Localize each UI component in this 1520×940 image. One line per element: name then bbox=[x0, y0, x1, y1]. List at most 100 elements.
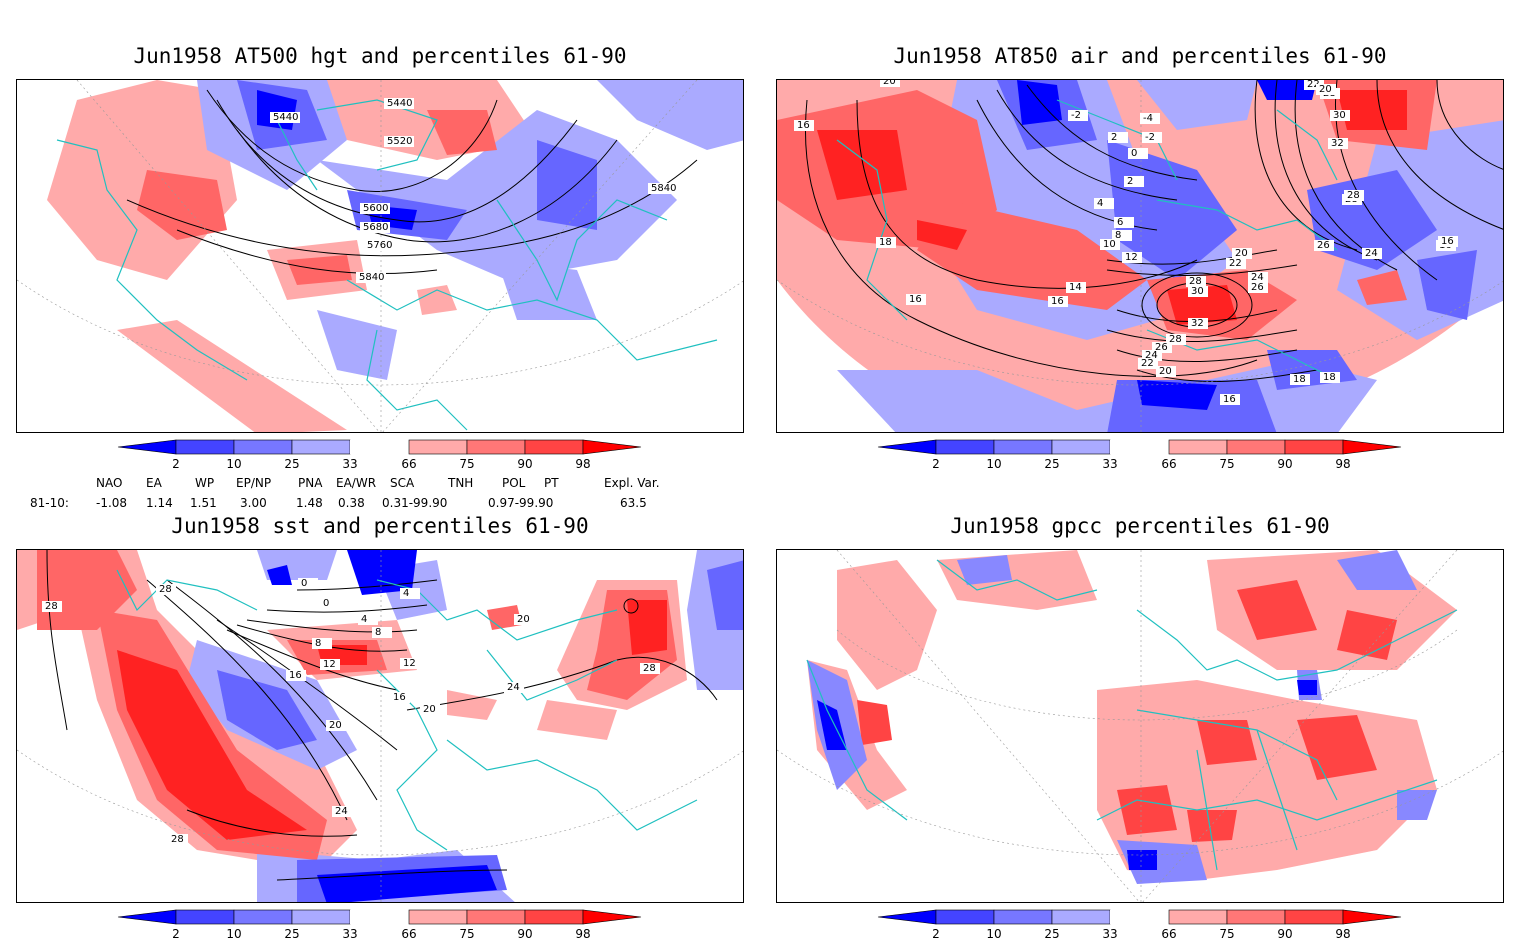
colorbar-tick-label: 2 bbox=[172, 927, 180, 940]
colorbar-tick-label: 66 bbox=[1161, 457, 1176, 470]
colorbar-arrow-low bbox=[877, 909, 937, 925]
contour-label: 10 bbox=[1103, 239, 1116, 250]
colorbar-tick-label: 33 bbox=[1102, 457, 1117, 470]
contour-label: 28 bbox=[1169, 334, 1182, 345]
contour-label: 16 bbox=[289, 670, 302, 681]
tele-value-epnp: 3.00 bbox=[240, 496, 267, 510]
contour-label: 5680 bbox=[363, 222, 388, 233]
colorbar-tick-label: 10 bbox=[226, 927, 241, 940]
colorbar-segment bbox=[350, 440, 409, 454]
tele-value-pol: 0.97-99.90 bbox=[488, 496, 554, 510]
panel-title-hgt: Jun1958 AT500 hgt and percentiles 61-90 bbox=[133, 44, 627, 68]
colorbar-segment bbox=[408, 439, 468, 455]
colorbar-arrow-high bbox=[1342, 909, 1402, 925]
colorbar-segment bbox=[466, 439, 526, 455]
contour-label: 4 bbox=[403, 588, 409, 599]
colorbar-arrow-high bbox=[582, 909, 642, 925]
tele-value-sca: 0.31-99.90 bbox=[382, 496, 448, 510]
contour-label: 16 bbox=[1441, 236, 1454, 247]
colorbar-arrow-high bbox=[1342, 439, 1402, 455]
contour-label: 28 bbox=[45, 601, 58, 612]
tele-value-eawr: 0.38 bbox=[338, 496, 365, 510]
colorbar-segment bbox=[1226, 439, 1286, 455]
colorbar-segment bbox=[1226, 909, 1286, 925]
contour-label: 20 bbox=[517, 614, 530, 625]
contour-label: 28 bbox=[1189, 276, 1202, 287]
contour-label: 26 bbox=[1317, 240, 1330, 251]
colorbar-tick-label: 66 bbox=[401, 927, 416, 940]
contour-label: 2 bbox=[1127, 176, 1133, 187]
contour-label: 20 bbox=[1159, 366, 1172, 377]
tele-header-pt: PT bbox=[544, 476, 559, 490]
colorbar-tick-label: 98 bbox=[575, 457, 590, 470]
contour-label: 12 bbox=[1125, 252, 1138, 263]
colorbar-tick-label: 75 bbox=[459, 927, 474, 940]
colorbar-arrow-low bbox=[117, 439, 177, 455]
contour-label: -2 bbox=[1071, 110, 1081, 121]
contour-label: 20 bbox=[1319, 84, 1332, 95]
contour-label: 18 bbox=[1293, 374, 1306, 385]
colorbar-tick-label: 90 bbox=[517, 457, 532, 470]
contour-label: 20 bbox=[883, 80, 896, 87]
colorbar-tick-label: 10 bbox=[986, 927, 1001, 940]
colorbar-segment bbox=[524, 439, 584, 455]
contour-label: -4 bbox=[1143, 113, 1153, 124]
colorbar-segment bbox=[935, 439, 995, 455]
colorbar-segment bbox=[1284, 439, 1344, 455]
tele-header-wp: WP bbox=[195, 476, 215, 490]
colorbar-tick-label: 10 bbox=[986, 457, 1001, 470]
colorbar-segment bbox=[233, 909, 293, 925]
contour-label: 16 bbox=[909, 294, 922, 305]
colorbar-tick-label: 25 bbox=[284, 457, 299, 470]
map-air850: 20 16 18 16 -2 2 -4 -2 0 2 4 6 8 10 12 1… bbox=[776, 79, 1504, 433]
colorbar-tick-label: 10 bbox=[226, 457, 241, 470]
colorbar-2: 2 10 25 33 66 75 90 98 bbox=[877, 439, 1402, 470]
contour-label: 30 bbox=[1191, 286, 1204, 297]
colorbar-tick-label: 66 bbox=[401, 457, 416, 470]
colorbar-segment bbox=[1284, 909, 1344, 925]
contour-label: 5520 bbox=[387, 136, 412, 147]
contour-label: 32 bbox=[1191, 318, 1204, 329]
tele-header-ea: EA bbox=[146, 476, 162, 490]
colorbar-tick-label: 33 bbox=[1102, 927, 1117, 940]
contour-label: 0 bbox=[301, 578, 307, 589]
colorbar-segment bbox=[175, 439, 235, 455]
contour-label: 5440 bbox=[273, 112, 298, 123]
colorbar-segment bbox=[993, 909, 1053, 925]
colorbar-tick-label: 33 bbox=[342, 457, 357, 470]
tele-header-nao: NAO bbox=[96, 476, 123, 490]
contour-label: 0 bbox=[323, 598, 329, 609]
colorbar-segment bbox=[1168, 439, 1228, 455]
contour-label: 18 bbox=[879, 237, 892, 248]
colorbar-tick-label: 25 bbox=[1044, 457, 1059, 470]
contour-label: 20 bbox=[423, 704, 436, 715]
colorbar-tick-label: 25 bbox=[1044, 927, 1059, 940]
contour-label: 24 bbox=[507, 682, 520, 693]
panel-title-gpcc: Jun1958 gpcc percentiles 61-90 bbox=[950, 514, 1330, 538]
contour-label: 22 bbox=[1229, 258, 1242, 269]
colorbar-segment bbox=[1110, 910, 1169, 924]
colorbar-segment bbox=[291, 439, 351, 455]
tele-value-wp: 1.51 bbox=[190, 496, 217, 510]
tele-header-eawr: EA/WR bbox=[336, 476, 377, 490]
colorbar-arrow-low bbox=[117, 909, 177, 925]
tele-row-label: 81-10: bbox=[30, 496, 69, 510]
colorbar-segment bbox=[1051, 439, 1111, 455]
colorbar-tick-label: 25 bbox=[284, 927, 299, 940]
contour-label: 24 bbox=[1365, 248, 1378, 259]
colorbar-tick-label: 66 bbox=[1161, 927, 1176, 940]
tele-header-pol: POL bbox=[502, 476, 526, 490]
tele-value-explvar: 63.5 bbox=[620, 496, 647, 510]
contour-label: 5840 bbox=[651, 183, 676, 194]
colorbar-tick-label: 2 bbox=[932, 457, 940, 470]
contour-label: 24 bbox=[335, 806, 348, 817]
map-sst: 28 28 0 0 4 4 8 8 12 12 16 16 20 20 24 2… bbox=[16, 549, 744, 903]
colorbar-tick-label: 98 bbox=[1335, 457, 1350, 470]
contour-label: 16 bbox=[797, 120, 810, 131]
colorbar-tick-label: 90 bbox=[1277, 457, 1292, 470]
contour-label: 28 bbox=[643, 663, 656, 674]
colorbar-4: 2 10 25 33 66 75 90 98 bbox=[877, 909, 1402, 940]
tele-value-ea: 1.14 bbox=[146, 496, 173, 510]
contour-label: 14 bbox=[1069, 282, 1082, 293]
colorbar-tick-label: 2 bbox=[932, 927, 940, 940]
